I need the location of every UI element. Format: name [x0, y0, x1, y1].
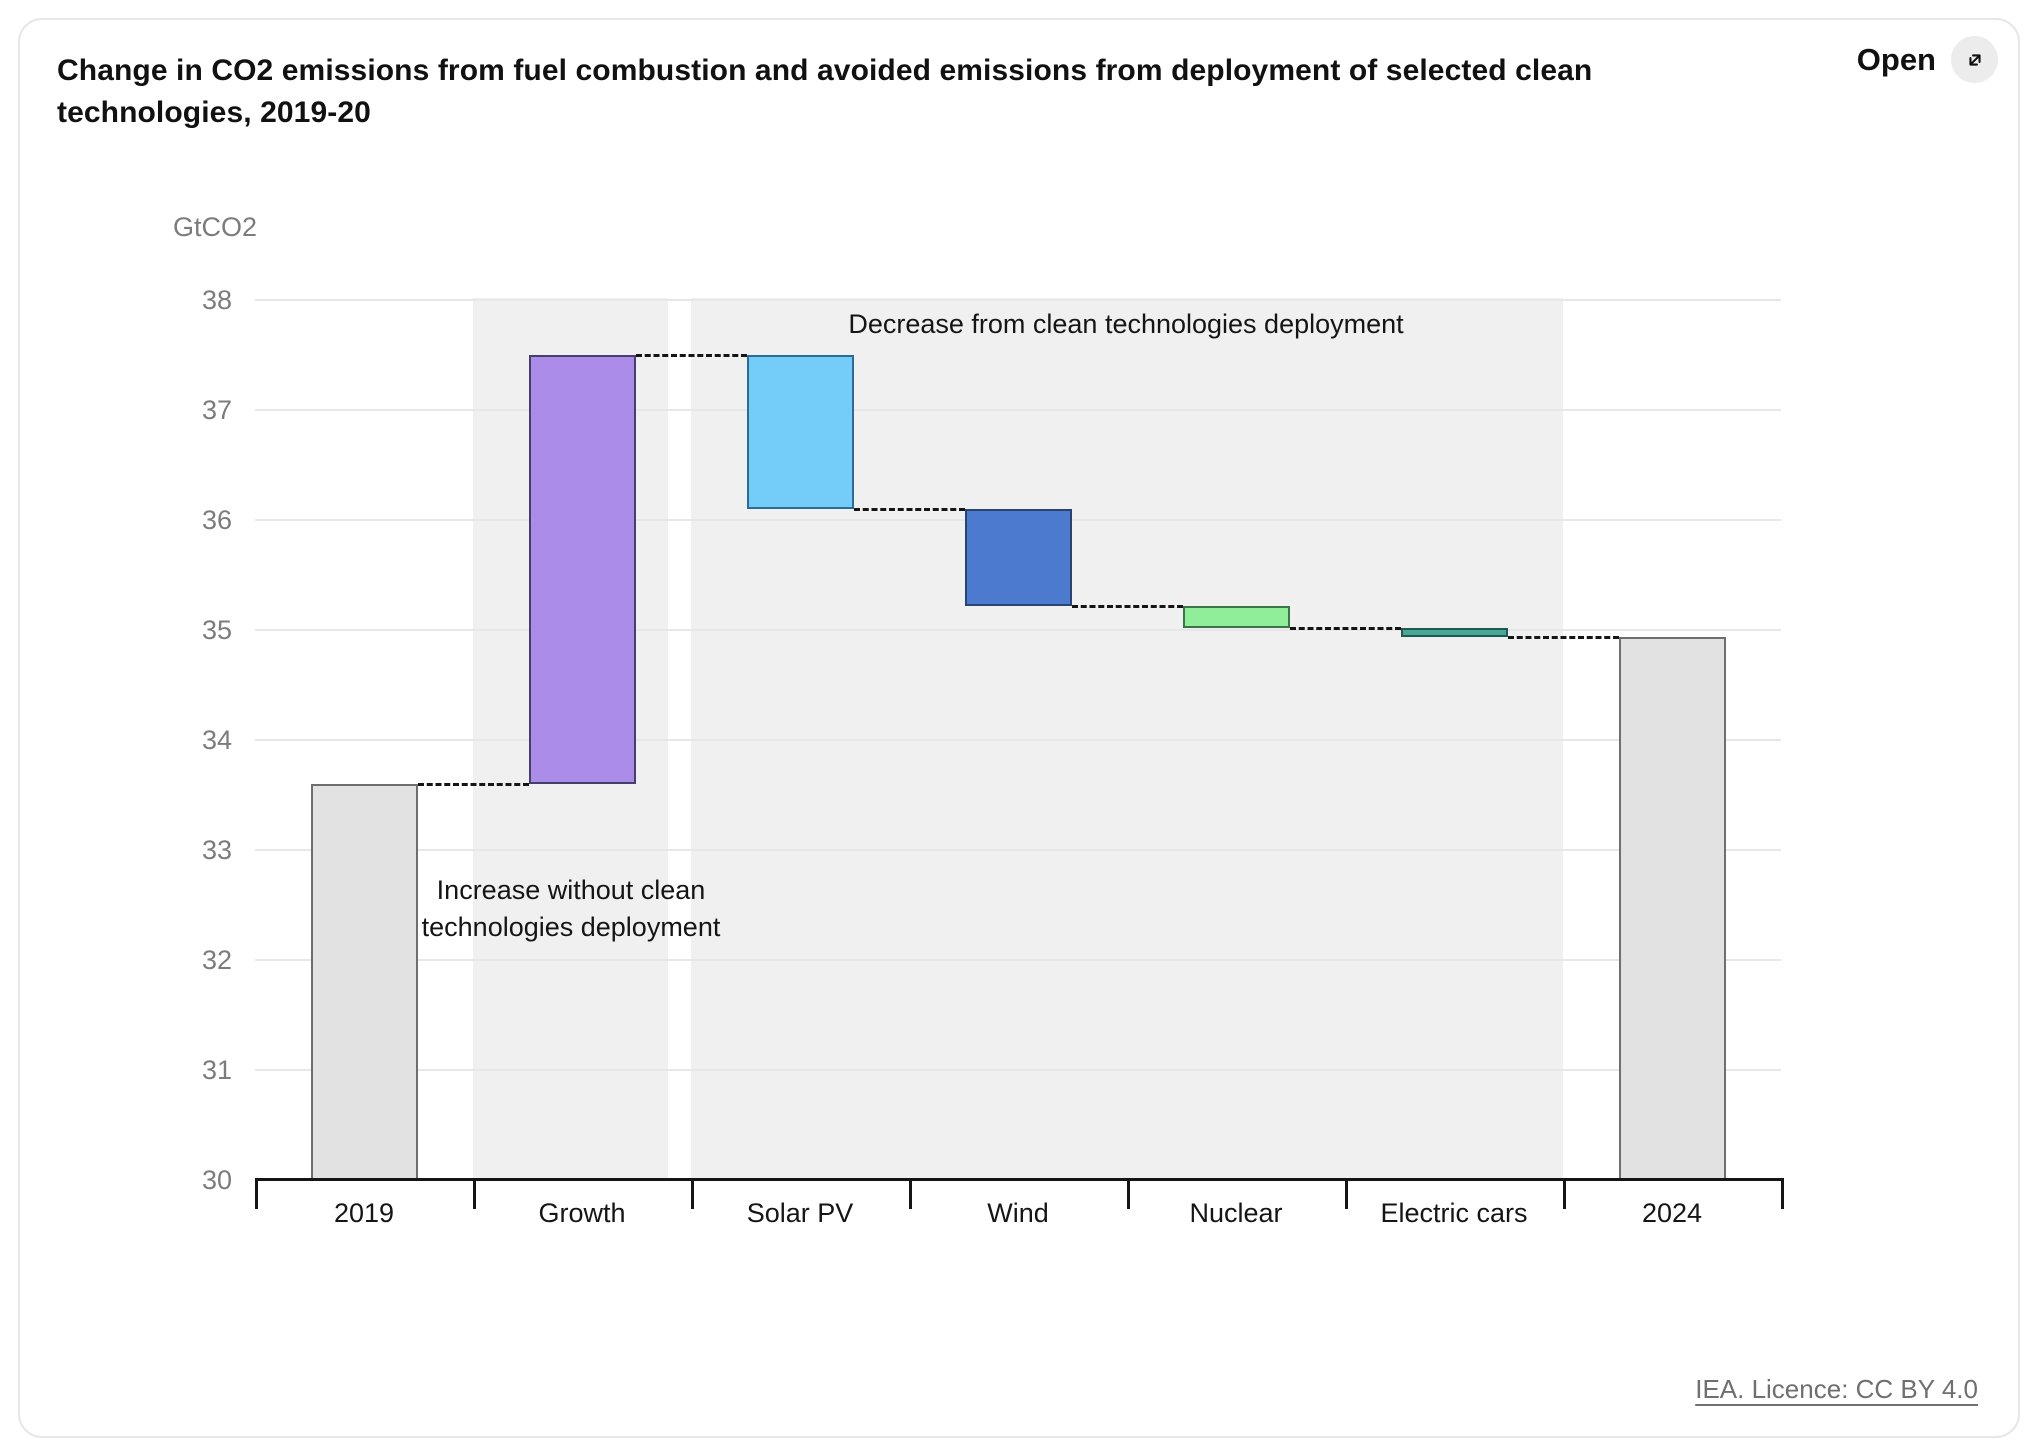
open-button-label: Open [1856, 41, 1936, 77]
iea-licence-link[interactable]: IEA. Licence: CC BY 4.0 [1695, 1374, 1978, 1404]
bar-wind[interactable] [964, 509, 1072, 606]
bar-growth[interactable] [528, 355, 636, 784]
bar-electric-cars[interactable] [1400, 627, 1508, 637]
chart-title: Change in CO2 emissions from fuel combus… [57, 54, 1593, 130]
bar-2019[interactable] [310, 784, 418, 1180]
bar-2024[interactable] [1618, 636, 1726, 1180]
bar-solar-pv[interactable] [746, 355, 854, 509]
open-button[interactable]: Open [1857, 36, 1998, 83]
expand-diagonal-arrow-icon [1951, 36, 1998, 83]
bar-nuclear[interactable] [1182, 605, 1290, 628]
